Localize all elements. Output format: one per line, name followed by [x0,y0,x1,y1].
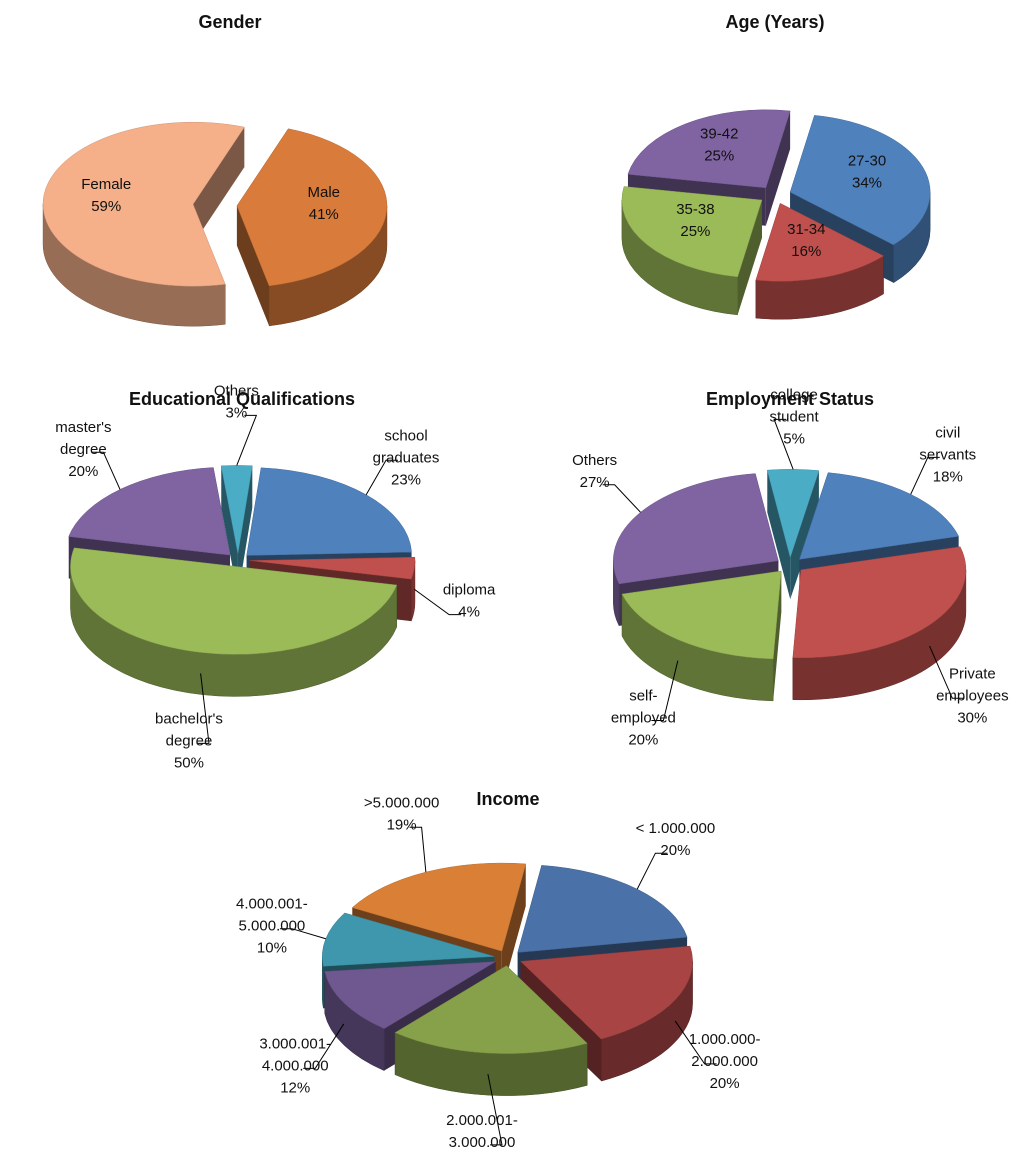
slice [220,465,253,554]
slice-value-label: 18% [933,468,963,485]
slice-value-label: 20% [628,732,658,749]
slice-label: Others [214,382,259,399]
slice-value-label: 20% [68,463,98,480]
slice-label: 3.000.001-4.000.000 [259,1035,331,1074]
slice-value-label: 20% [710,1075,740,1092]
chart-title: Gender [198,12,261,32]
slice-label: 35-38 [676,201,714,218]
slice-label: 1.000.000-2.000.000 [689,1031,761,1070]
leader-line [365,459,399,496]
slice-value-label: 5% [783,430,805,447]
slice [627,109,791,189]
slice-label: self-employed [611,688,676,727]
slice-wall [221,465,238,596]
leader-line [236,414,258,466]
slice-value-label: 4% [458,604,480,621]
pie-chart: Employment Status civil servants 18% Private… [572,386,1009,748]
slice-label: 4.000.001-5.000.000 [236,896,308,935]
slice [324,961,496,1029]
leader-line [651,660,679,722]
slice-value-label: 10% [257,940,287,957]
slice-label: 2.000.001-3.000.000 [446,1112,518,1151]
slice [621,186,763,278]
slice-value-label: 59% [91,198,121,215]
slice [520,945,693,1040]
slice-label: civil servants [919,424,976,463]
pie-chart: Gender Male 41% Female 59% [42,12,388,327]
pie-chart: Educational Qualifications school graduate… [55,382,496,771]
slice-value-label: 19% [387,816,417,833]
slice-label: school graduates [373,427,440,466]
slice-label: Female [81,176,131,193]
leader-line [636,852,668,890]
slice-label: 31-34 [787,221,825,238]
slice [246,467,412,556]
chart-title: Income [476,789,539,809]
chart-title: Employment Status [706,389,874,409]
slice-value-label: 16% [791,243,821,260]
slice-value-label: 30% [957,709,987,726]
slice-value-label: 3% [226,404,248,421]
slice-label: college student [769,386,819,425]
slice-label: >5.000.000 [364,794,440,811]
slice-wall [767,470,791,600]
slice-wall [765,110,791,226]
chart-title: Age (Years) [725,12,824,32]
slice-label: 27-30 [848,153,886,170]
slice-label: master's degree [55,419,111,458]
slice-label: < 1.000.000 [636,820,716,837]
leader-line [196,673,210,744]
pie-chart: Age (Years) 27-30 34% 31-34 16% 35-38 25% 39-42… [621,12,931,320]
slice [70,547,398,655]
leader-line [602,484,641,513]
slice-label: Private employees [936,665,1009,704]
slice [792,546,967,659]
slice-label: bachelor's degree [155,710,223,749]
leader-line [910,456,940,495]
slice-value-label: 34% [852,175,882,192]
slice [755,202,885,282]
slice-label: diploma [443,582,496,599]
slice-value-label: 12% [280,1079,310,1096]
slice [766,469,820,559]
pie-chart: Income < 1.000.000 20% 1.000.000-2.000.000 2… [236,789,761,1151]
slice [236,128,388,287]
slice [799,472,960,560]
leader-line [414,588,462,616]
leader-line [929,645,965,699]
chart-title: Educational Qualifications [129,389,355,409]
slice-wall [236,205,270,326]
slice-value-label: 50% [174,754,204,771]
slice-label: 39-42 [700,126,738,143]
slice-value-label: 23% [391,471,421,488]
leader-line [773,418,794,470]
slice-value-label: 27% [580,474,610,491]
slice [322,912,495,967]
slice-wall [790,470,819,600]
leader-line [674,1020,717,1065]
leader-line [409,826,427,873]
slice-value-label: 20% [660,842,690,859]
slice-value-label: 25% [704,148,734,165]
slice [394,965,588,1054]
leader-line [279,928,326,940]
slice-value-label: 25% [680,223,710,240]
slice-wall [237,465,253,596]
slice-label: Others [572,452,617,469]
slice [621,570,782,660]
slice [249,556,416,580]
slice-wall [193,127,245,245]
slice-wall [501,863,526,994]
slice [789,115,931,246]
leader-line [487,1074,503,1146]
slice [42,121,245,287]
leader-line [91,451,121,490]
slice-label: Male [308,184,341,201]
slice [351,862,527,952]
leader-line [303,1023,345,1069]
slice-value-label: 41% [309,206,339,223]
slice [517,865,688,953]
slice [613,473,779,585]
